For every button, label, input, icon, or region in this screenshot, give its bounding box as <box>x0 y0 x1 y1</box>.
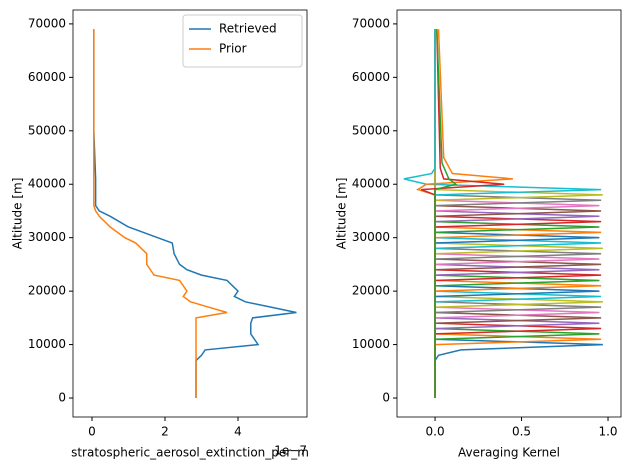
series-line <box>93 29 297 399</box>
y-tick-label: 30000 <box>28 230 66 244</box>
legend: Retrieved Prior <box>182 14 303 68</box>
y-tick-label: 20000 <box>352 284 390 298</box>
series-line <box>434 29 602 399</box>
y-tick-label: 10000 <box>28 337 66 351</box>
y-tick-label: 50000 <box>28 123 66 137</box>
axes-frame <box>396 9 622 418</box>
legend-box <box>182 14 303 68</box>
legend-label: Retrieved <box>219 22 277 36</box>
x-axis-label: stratospheric_aerosol_extinction_per_m <box>71 446 309 460</box>
y-tick-label: 60000 <box>28 70 66 84</box>
y-tick-label: 50000 <box>352 123 390 137</box>
y-tick-label: 40000 <box>28 177 66 191</box>
x-tick-label: 0.5 <box>512 425 531 439</box>
y-tick-label: 70000 <box>352 16 390 30</box>
x-tick-label: 4 <box>234 425 242 439</box>
y-tick-label: 70000 <box>28 16 66 30</box>
legend-label: Prior <box>219 42 247 56</box>
axes-frame <box>72 9 308 418</box>
y-tick-label: 40000 <box>352 177 390 191</box>
y-tick-label: 60000 <box>352 70 390 84</box>
subplot: 0 10000 20000 30000 40000 50000 60000 70000 0 2 4 s… <box>11 9 309 460</box>
x-offset-label: 1e−7 <box>274 444 307 458</box>
y-tick-label: 20000 <box>28 284 66 298</box>
x-tick-label: 1.0 <box>598 425 617 439</box>
x-tick-label: 2 <box>161 425 169 439</box>
x-tick-label: 0 <box>88 425 96 439</box>
series-line <box>434 29 458 399</box>
y-tick-label: 10000 <box>352 337 390 351</box>
x-tick-label: 0.0 <box>426 425 445 439</box>
y-tick-label: 0 <box>382 391 390 405</box>
series-line <box>93 29 228 399</box>
y-tick-label: 0 <box>58 391 66 405</box>
subplot: 0 10000 20000 30000 40000 50000 60000 70000 0.0 0… <box>335 9 622 460</box>
y-axis-label: Altitude [m] <box>11 178 25 250</box>
y-tick-label: 30000 <box>352 230 390 244</box>
y-axis-label: Altitude [m] <box>335 178 349 250</box>
series-line <box>403 29 602 399</box>
x-axis-label: Averaging Kernel <box>458 446 560 460</box>
